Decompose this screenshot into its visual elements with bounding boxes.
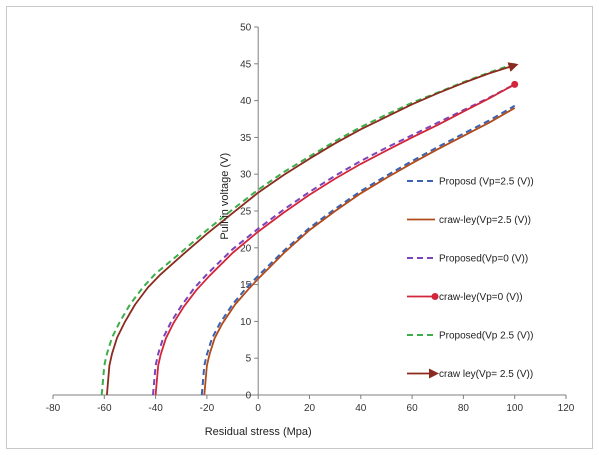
x-tick-label: 40 (355, 403, 367, 414)
series-line-1 (200, 104, 516, 396)
y-tick-label: 25 (240, 207, 252, 218)
legend-label-5: Proposed(Vp 2.5 (V)) (439, 331, 534, 342)
legend-label-2: craw-ley(Vp=2.5 (V)) (439, 215, 531, 226)
series-line-3 (152, 83, 516, 396)
y-tick-label: 5 (246, 354, 252, 365)
x-tick-label: -40 (148, 403, 163, 414)
series-lines (100, 62, 519, 396)
y-tick-label: 20 (240, 243, 252, 254)
x-tick-label: 120 (558, 403, 575, 414)
x-tick-label: 80 (458, 403, 470, 414)
x-tick-label: 0 (255, 403, 261, 414)
legend-label-1: Proposd (Vp=2.5 (V)) (439, 177, 534, 188)
chart-frame: -80 -60 -40 -20 0 20 40 60 80 100 120 0 5 10 15 20 25 30 3… (6, 6, 593, 449)
y-tick-label: 45 (240, 59, 252, 70)
x-tick-label: 60 (407, 403, 419, 414)
y-tick-label: 50 (240, 23, 252, 34)
x-tick-label: 20 (304, 403, 316, 414)
x-axis-label: Residual stress (Mpa) (205, 426, 312, 438)
x-tick-label: -60 (97, 403, 112, 414)
series-line-2 (203, 107, 516, 396)
series-end-marker (511, 80, 519, 88)
x-tick-label: -80 (46, 403, 61, 414)
legend-label-6: craw ley(Vp= 2.5 (V)) (439, 369, 533, 380)
y-tick-label: 10 (240, 317, 252, 328)
x-tick-label: 100 (506, 403, 523, 414)
y-tick-label: 30 (240, 170, 252, 181)
legend-marker (431, 293, 439, 300)
legend-label-4: craw-ley(Vp=0 (V)) (439, 292, 523, 303)
series-line-5 (100, 62, 516, 396)
y-tick-label: 15 (240, 280, 252, 291)
legend: Proposd (Vp=2.5 (V)) craw-ley(Vp=2.5 (V))… (407, 177, 534, 380)
axes: -80 -60 -40 -20 0 20 40 60 80 100 120 0 5 10 15 20 25 30 3… (46, 23, 575, 415)
pull-in-voltage-chart: -80 -60 -40 -20 0 20 40 60 80 100 120 0 5 10 15 20 25 30 3… (46, 23, 575, 439)
y-tick-label: 40 (240, 96, 252, 107)
y-tick-label: 35 (240, 133, 252, 144)
legend-label-3: Proposed(Vp=0 (V)) (439, 254, 528, 265)
y-tick-label: 0 (246, 391, 252, 402)
series-line-6 (106, 62, 519, 396)
series-line-4 (154, 83, 516, 396)
y-axis-label: Pull-in voltage (V) (219, 153, 231, 240)
x-tick-label: -20 (200, 403, 215, 414)
